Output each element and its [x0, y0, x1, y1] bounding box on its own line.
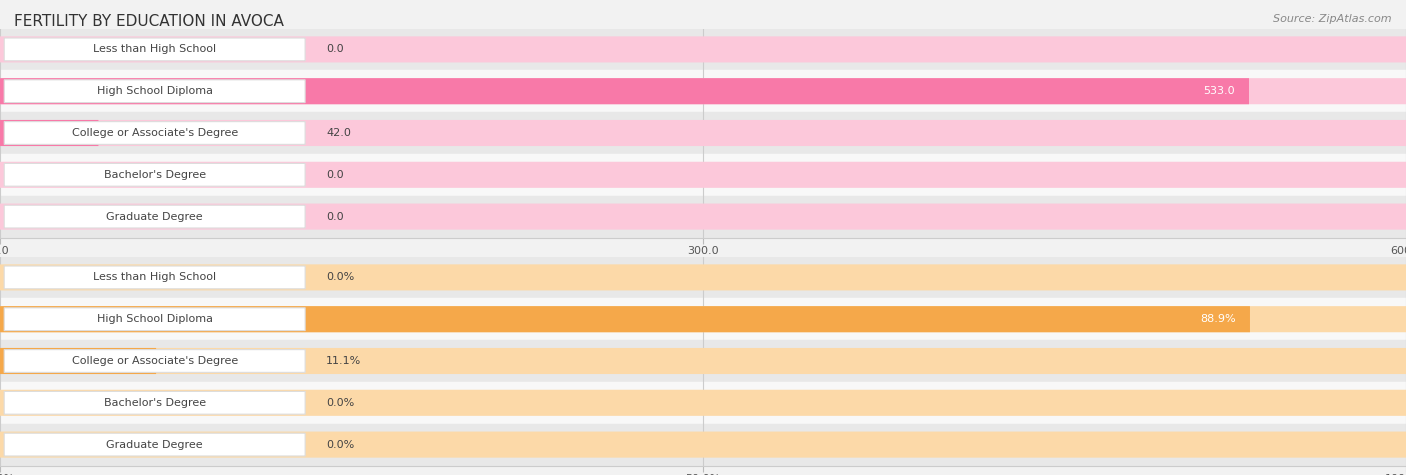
Text: High School Diploma: High School Diploma — [97, 314, 212, 324]
Text: 0.0%: 0.0% — [326, 272, 354, 283]
Bar — [0, 196, 1406, 238]
FancyBboxPatch shape — [0, 265, 1406, 290]
Text: Source: ZipAtlas.com: Source: ZipAtlas.com — [1274, 14, 1392, 24]
Bar — [0, 70, 1406, 112]
Bar — [0, 28, 1406, 70]
FancyBboxPatch shape — [4, 80, 305, 103]
Text: High School Diploma: High School Diploma — [97, 86, 212, 96]
Text: Bachelor's Degree: Bachelor's Degree — [104, 398, 205, 408]
Text: 42.0: 42.0 — [326, 128, 352, 138]
Bar — [0, 298, 1406, 340]
FancyBboxPatch shape — [0, 432, 1406, 457]
FancyBboxPatch shape — [4, 38, 305, 61]
FancyBboxPatch shape — [0, 306, 1250, 332]
Text: Graduate Degree: Graduate Degree — [107, 439, 202, 450]
Bar — [0, 340, 1406, 382]
Text: Less than High School: Less than High School — [93, 272, 217, 283]
Text: 533.0: 533.0 — [1204, 86, 1234, 96]
FancyBboxPatch shape — [0, 306, 1406, 332]
Bar — [0, 154, 1406, 196]
FancyBboxPatch shape — [4, 433, 305, 456]
Text: College or Associate's Degree: College or Associate's Degree — [72, 128, 238, 138]
Bar — [0, 112, 1406, 154]
Text: FERTILITY BY EDUCATION IN AVOCA: FERTILITY BY EDUCATION IN AVOCA — [14, 14, 284, 29]
FancyBboxPatch shape — [4, 308, 305, 331]
Text: 11.1%: 11.1% — [326, 356, 361, 366]
Text: Less than High School: Less than High School — [93, 44, 217, 55]
FancyBboxPatch shape — [4, 163, 305, 186]
FancyBboxPatch shape — [0, 78, 1406, 104]
Text: 88.9%: 88.9% — [1201, 314, 1236, 324]
Text: Bachelor's Degree: Bachelor's Degree — [104, 170, 205, 180]
FancyBboxPatch shape — [0, 348, 156, 374]
Text: 0.0%: 0.0% — [326, 439, 354, 450]
FancyBboxPatch shape — [0, 78, 1249, 104]
Text: College or Associate's Degree: College or Associate's Degree — [72, 356, 238, 366]
FancyBboxPatch shape — [4, 350, 305, 372]
FancyBboxPatch shape — [0, 162, 1406, 188]
FancyBboxPatch shape — [0, 120, 98, 146]
FancyBboxPatch shape — [4, 266, 305, 289]
Bar — [0, 424, 1406, 466]
FancyBboxPatch shape — [0, 120, 1406, 146]
FancyBboxPatch shape — [4, 391, 305, 414]
FancyBboxPatch shape — [4, 205, 305, 228]
Text: 0.0: 0.0 — [326, 170, 344, 180]
Bar — [0, 382, 1406, 424]
Text: 0.0%: 0.0% — [326, 398, 354, 408]
Text: 0.0: 0.0 — [326, 211, 344, 222]
FancyBboxPatch shape — [0, 348, 1406, 374]
FancyBboxPatch shape — [4, 122, 305, 144]
FancyBboxPatch shape — [0, 37, 1406, 62]
Text: 0.0: 0.0 — [326, 44, 344, 55]
FancyBboxPatch shape — [0, 204, 1406, 229]
Text: Graduate Degree: Graduate Degree — [107, 211, 202, 222]
Bar — [0, 256, 1406, 298]
FancyBboxPatch shape — [0, 390, 1406, 416]
